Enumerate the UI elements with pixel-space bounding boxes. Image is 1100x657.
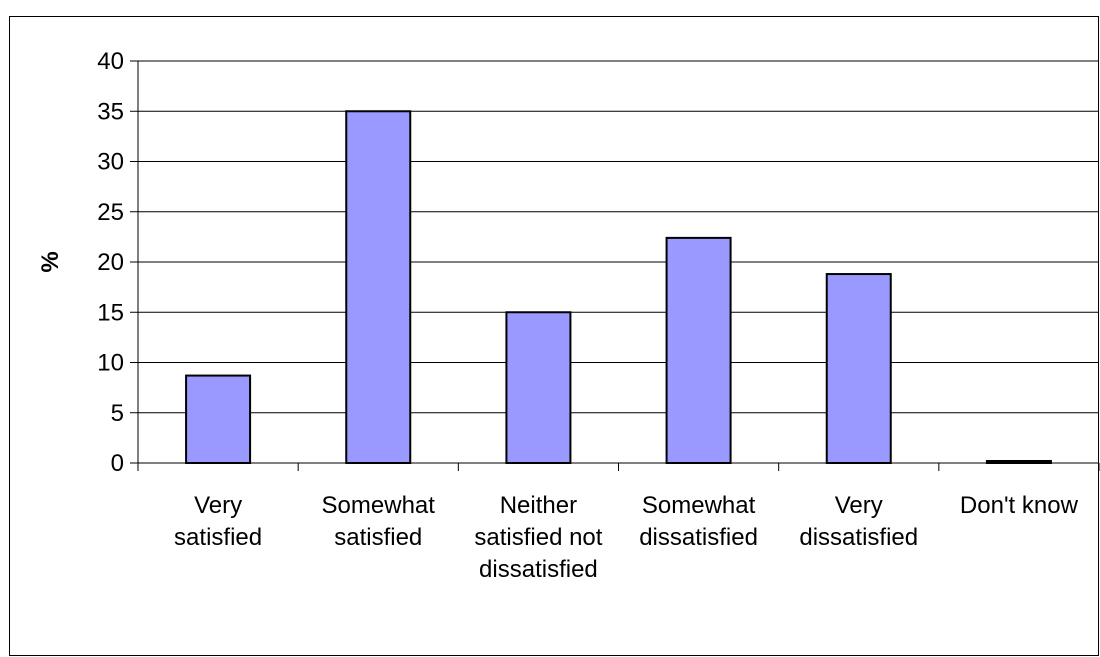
y-tick-labels: 0 5 10 15 20 25 30 35 40: [97, 48, 124, 477]
axes: [130, 60, 1100, 471]
x-category-label: Very dissatisfied: [799, 492, 918, 551]
bar: [345, 110, 412, 464]
y-tick-label: 20: [97, 249, 124, 276]
y-tick-label: 0: [111, 450, 124, 477]
x-category-label-line: satisfied not: [474, 524, 602, 551]
y-tick-label: 40: [97, 48, 124, 75]
x-category-label-line: Don't know: [960, 492, 1079, 519]
y-tick-label: 35: [97, 98, 124, 125]
x-category-label-line: dissatisfied: [479, 556, 598, 583]
bars: [185, 110, 1052, 464]
y-tick-label: 25: [97, 199, 124, 226]
x-category-label: Neither satisfied not dissatisfied: [474, 492, 602, 583]
x-category-label: Somewhat dissatisfied: [639, 492, 758, 551]
bar: [185, 374, 252, 464]
x-category-label-line: Very: [835, 492, 883, 519]
x-category-label-line: dissatisfied: [799, 524, 918, 551]
y-tick-label: 30: [97, 149, 124, 176]
x-category-label-line: dissatisfied: [639, 524, 758, 551]
x-category-label-line: satisfied: [174, 524, 262, 551]
x-category-label: Don't know: [960, 492, 1079, 519]
bar: [825, 273, 892, 464]
y-axis-title: %: [37, 251, 64, 272]
x-category-label-line: Very: [194, 492, 242, 519]
bar: [505, 311, 572, 464]
bar: [985, 459, 1052, 464]
x-category-label-line: Neither: [500, 492, 577, 519]
x-category-label: Somewhat satisfied: [322, 492, 436, 551]
y-tick-label: 15: [97, 299, 124, 326]
x-category-label-line: Somewhat: [642, 492, 756, 519]
x-category-label: Very satisfied: [174, 492, 262, 551]
gridlines: [138, 60, 1099, 414]
y-tick-label: 10: [97, 350, 124, 377]
bar: [665, 236, 732, 464]
x-category-label-line: satisfied: [334, 524, 422, 551]
x-category-labels: Very satisfied Somewhat satisfied Neither sat…: [174, 492, 1079, 583]
y-tick-label: 5: [111, 400, 124, 427]
x-category-label-line: Somewhat: [322, 492, 436, 519]
